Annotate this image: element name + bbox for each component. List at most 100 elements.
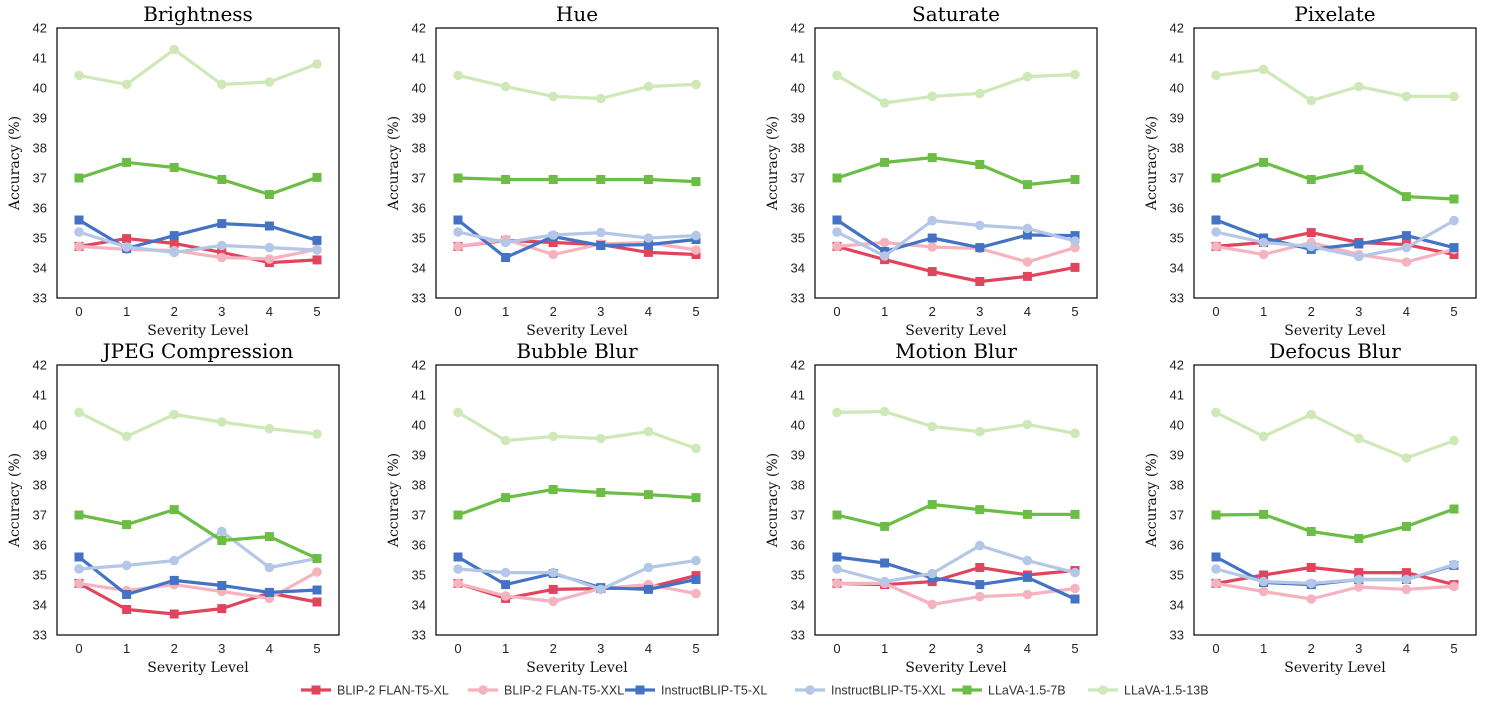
- legend-item-blip-2-flan-t5-xl: BLIP-2 FLAN-T5-XL: [301, 684, 449, 698]
- y-tick-label: 34: [791, 261, 805, 276]
- series-line: [836, 543, 1076, 584]
- data-point: [1070, 236, 1080, 246]
- data-point: [1401, 453, 1412, 463]
- y-tick-label: 37: [412, 508, 426, 523]
- data-point: [1022, 71, 1033, 82]
- data-point: [1258, 249, 1269, 260]
- data-point: [1022, 257, 1033, 267]
- data-point: [1258, 586, 1269, 597]
- legend-label: InstructBLIP-T5-XL: [661, 684, 767, 698]
- data-point: [1306, 578, 1316, 589]
- series-line: [457, 487, 697, 517]
- x-tick-label: 2: [1308, 304, 1315, 319]
- x-axis-label: Severity Level: [526, 660, 628, 676]
- y-tick-label: 41: [33, 388, 47, 403]
- data-point: [217, 219, 227, 229]
- data-point: [501, 253, 511, 262]
- y-tick-label: 38: [791, 478, 805, 493]
- y-tick-label: 35: [791, 568, 805, 583]
- data-point: [832, 173, 842, 183]
- data-point: [74, 173, 84, 183]
- y-tick-label: 34: [33, 261, 47, 276]
- data-point: [1449, 435, 1459, 446]
- y-tick-label: 35: [412, 231, 426, 246]
- data-point: [1070, 175, 1080, 184]
- y-tick-label: 41: [1170, 51, 1184, 66]
- data-point: [169, 505, 179, 515]
- data-point: [312, 172, 322, 182]
- data-point: [500, 435, 511, 446]
- x-tick-label: 1: [1260, 641, 1267, 656]
- y-tick-label: 39: [1170, 111, 1184, 126]
- y-tick-label: 36: [791, 538, 805, 553]
- series-line: [1215, 565, 1455, 587]
- legend-label: BLIP-2 FLAN-T5-XL: [337, 684, 449, 698]
- data-point: [832, 241, 842, 252]
- y-tick-label: 42: [1170, 21, 1184, 36]
- x-tick-label: 0: [454, 304, 461, 319]
- data-point: [975, 540, 985, 551]
- y-tick-label: 33: [1170, 291, 1184, 306]
- data-point: [74, 227, 84, 237]
- data-point: [1354, 81, 1364, 92]
- data-point: [312, 235, 322, 245]
- series-llava-1-5-13b: [1211, 64, 1459, 106]
- data-point: [1449, 250, 1459, 259]
- data-point: [500, 591, 511, 601]
- data-point: [1211, 552, 1221, 562]
- data-point: [264, 254, 275, 264]
- plot-frame: [1193, 27, 1477, 299]
- y-tick-label: 33: [33, 628, 47, 643]
- series-line: [836, 218, 1076, 254]
- series-line: [1215, 240, 1455, 264]
- x-tick-label: 2: [929, 641, 936, 656]
- data-point: [643, 426, 654, 437]
- series-line: [78, 230, 318, 254]
- chart-title: Defocus Blur: [1269, 339, 1401, 363]
- y-axis-label: Accuracy (%): [765, 453, 781, 548]
- data-point: [1306, 409, 1316, 420]
- data-point: [169, 575, 179, 585]
- data-point: [169, 247, 179, 258]
- x-tick-label: 5: [313, 641, 320, 656]
- data-point: [927, 242, 937, 252]
- data-point: [1259, 509, 1269, 519]
- data-point: [1306, 563, 1316, 572]
- legend-marker: [311, 685, 321, 695]
- data-point: [832, 564, 842, 574]
- x-axis-label: Severity Level: [147, 660, 249, 676]
- x-tick-label: 3: [597, 641, 604, 656]
- plot-frame: [814, 364, 1098, 636]
- series-line: [457, 411, 697, 450]
- y-tick-label: 39: [791, 448, 805, 463]
- data-point: [1022, 223, 1033, 234]
- series-line: [836, 240, 1076, 264]
- data-point: [975, 88, 985, 99]
- y-tick-label: 35: [791, 231, 805, 246]
- series-line: [78, 47, 318, 87]
- data-point: [691, 177, 701, 187]
- data-point: [453, 552, 463, 562]
- data-point: [121, 431, 132, 442]
- plot-frame: [56, 364, 340, 636]
- data-point: [927, 500, 937, 509]
- y-tick-label: 35: [33, 231, 47, 246]
- data-point: [643, 240, 653, 250]
- series-line: [1215, 507, 1455, 541]
- series-line: [837, 581, 1076, 607]
- series-blip-2-flan-t5-xxl: [1211, 578, 1459, 604]
- data-point: [975, 277, 985, 286]
- legend-marker: [1098, 685, 1108, 695]
- data-point: [643, 175, 653, 184]
- data-point: [1211, 241, 1221, 252]
- data-point: [643, 562, 654, 573]
- y-tick-label: 40: [33, 81, 47, 96]
- series-line: [457, 559, 697, 592]
- x-tick-label: 1: [123, 641, 130, 656]
- data-point: [548, 596, 558, 607]
- data-point: [1449, 559, 1459, 570]
- x-tick-label: 4: [645, 304, 652, 319]
- data-point: [548, 175, 558, 184]
- data-point: [548, 485, 558, 494]
